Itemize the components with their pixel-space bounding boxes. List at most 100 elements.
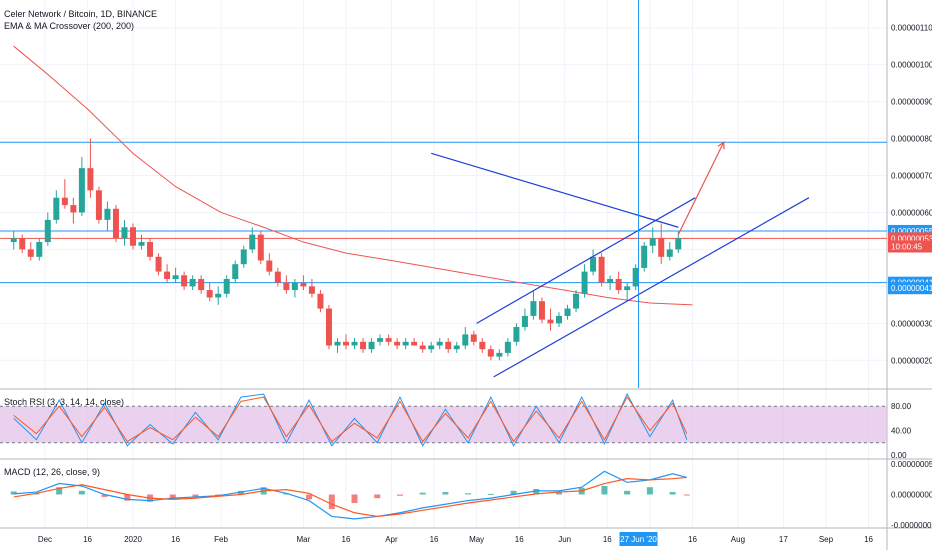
price-axis-label: 0.00000100 [891, 61, 932, 70]
time-axis-label: Feb [214, 535, 228, 544]
macd-histogram-bar [124, 494, 131, 501]
candle [257, 230, 264, 265]
candle [130, 223, 136, 250]
candle-body [436, 341, 443, 346]
candle-body [36, 242, 43, 257]
candle-body [206, 290, 213, 298]
candle-body [257, 234, 264, 261]
candle-body [215, 293, 222, 298]
candle-body [27, 249, 34, 257]
candle [402, 338, 409, 350]
price-badge-label: 0.00000055 [891, 227, 932, 236]
price-axis-label: 0.00000070 [891, 172, 932, 181]
candle [87, 138, 94, 198]
candle [445, 338, 452, 353]
macd-label[interactable]: MACD (12, 26, close, 9) [4, 467, 101, 477]
candle [641, 242, 648, 272]
price-axis-label: 0.00000060 [891, 208, 932, 217]
candle [10, 230, 17, 250]
candle-body [104, 208, 111, 220]
candle [530, 290, 537, 320]
candle [53, 190, 60, 224]
candle-body [138, 242, 145, 246]
candle [504, 338, 511, 357]
price-badge [888, 282, 932, 295]
stoch-axis-label: 0.00 [891, 451, 907, 460]
candle-body [61, 197, 68, 206]
candle [70, 197, 77, 224]
symbol-title[interactable]: Celer Network / Bitcoin, 1D, BINANCE [4, 9, 158, 19]
time-axis-label: 16 [342, 535, 351, 544]
projection-arrow-head [717, 141, 725, 150]
candle [300, 275, 307, 291]
candle [411, 338, 418, 346]
candle-body [240, 249, 247, 265]
candle [308, 278, 315, 298]
candle-body [513, 327, 520, 342]
candle [658, 223, 665, 265]
stoch-k-line [13, 392, 688, 447]
candle-body [274, 271, 281, 283]
macd-histogram-bar [624, 490, 631, 495]
projection-arrow [677, 142, 725, 235]
macd-histogram-bar [237, 490, 244, 495]
candle-body [658, 238, 665, 257]
candle-body [419, 345, 426, 350]
candle [351, 338, 358, 350]
candle [138, 234, 145, 250]
stoch-axis-label: 40.00 [891, 427, 912, 436]
macd-histogram-bar [683, 494, 690, 496]
macd-histogram-bar [328, 494, 335, 510]
study-label[interactable]: EMA & MA Crossover (200, 200) [4, 21, 135, 31]
candle-body [538, 301, 545, 320]
time-axis-label: 16 [688, 535, 697, 544]
macd-axis-label: 0.00000000 [891, 491, 932, 500]
macd-histogram-bar [33, 493, 40, 495]
candle-body [581, 271, 588, 294]
candle-body [607, 278, 614, 283]
macd-axis-label: -0.00000005 [891, 521, 932, 530]
stoch-rsi-label[interactable]: Stoch RSI (3, 3, 14, 14, close) [4, 397, 125, 407]
crosshair-date-badge [619, 532, 658, 546]
macd-histogram-bar [601, 485, 608, 495]
candle [95, 186, 102, 224]
trend-line [476, 197, 696, 324]
candle [394, 338, 401, 350]
candle [334, 338, 341, 353]
candle-body [343, 341, 349, 346]
candle-body [649, 238, 656, 246]
candle-body [377, 338, 384, 342]
macd-histogram-bar [10, 491, 17, 495]
time-axis-label: 16 [864, 535, 873, 544]
candle-body [334, 341, 341, 346]
candle [521, 308, 528, 331]
candle-body [624, 286, 631, 291]
candle [36, 238, 43, 261]
candle-body [266, 260, 273, 272]
candle-body [402, 341, 409, 346]
candle [232, 260, 239, 283]
candle-body [155, 256, 162, 272]
candle [61, 179, 68, 209]
candle [428, 341, 435, 353]
time-axis-label: Dec [38, 535, 52, 544]
candle-body [521, 315, 528, 328]
candle-body [547, 319, 554, 324]
time-axis-label: 16 [430, 535, 439, 544]
crosshair-date-label: 27 Jun '20 [620, 535, 657, 544]
candle-body [300, 282, 307, 287]
candle-body [53, 197, 60, 220]
candle [19, 234, 26, 254]
candle [487, 345, 494, 361]
candle-body [632, 267, 639, 287]
candle-body [223, 278, 230, 294]
trend-line [431, 152, 679, 228]
candle [215, 286, 222, 305]
candle [266, 253, 273, 276]
candle [249, 227, 256, 254]
candle [44, 212, 51, 246]
candle [291, 278, 298, 298]
candle-body [70, 205, 77, 213]
